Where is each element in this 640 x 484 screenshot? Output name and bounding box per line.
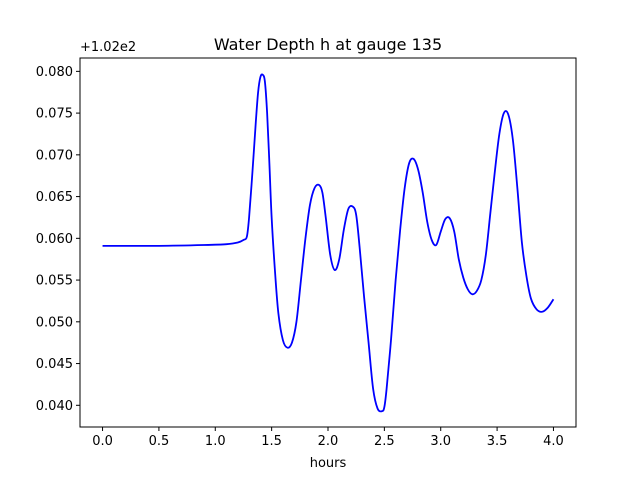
x-tick-label: 1.0 (205, 434, 226, 449)
y-axis-offset-text: +1.02e2 (80, 40, 136, 55)
y-tick-label: 0.050 (36, 315, 73, 330)
x-tick-label: 0.5 (149, 434, 170, 449)
y-tick-label: 0.065 (36, 190, 73, 205)
series-layer (102, 73, 555, 413)
x-tick-label: 3.5 (487, 434, 508, 449)
x-tick-label: 3.0 (430, 434, 451, 449)
x-tick-label: 4.0 (543, 434, 564, 449)
series-line (102, 73, 555, 413)
chart-title: Water Depth h at gauge 135 (214, 35, 442, 54)
x-tick-label: 0.0 (92, 434, 113, 449)
x-tick-label: 1.5 (261, 434, 282, 449)
x-axis: 0.0 0.5 1.0 1.5 2.0 2.5 3.0 3.5 4.0 (92, 427, 564, 449)
y-tick-label: 0.075 (36, 107, 73, 122)
x-tick-label: 2.0 (318, 434, 339, 449)
y-tick-label: 0.055 (36, 274, 73, 289)
y-tick-label: 0.080 (36, 65, 73, 80)
x-tick-label: 2.5 (374, 434, 395, 449)
x-axis-label: hours (310, 456, 347, 471)
y-tick-label: 0.060 (36, 232, 73, 247)
y-axis: 0.040 0.045 0.050 0.055 0.060 0.065 0.070 0.075… (36, 65, 80, 414)
y-tick-label: 0.045 (36, 357, 73, 372)
y-tick-label: 0.040 (36, 399, 73, 414)
y-tick-label: 0.070 (36, 148, 73, 163)
